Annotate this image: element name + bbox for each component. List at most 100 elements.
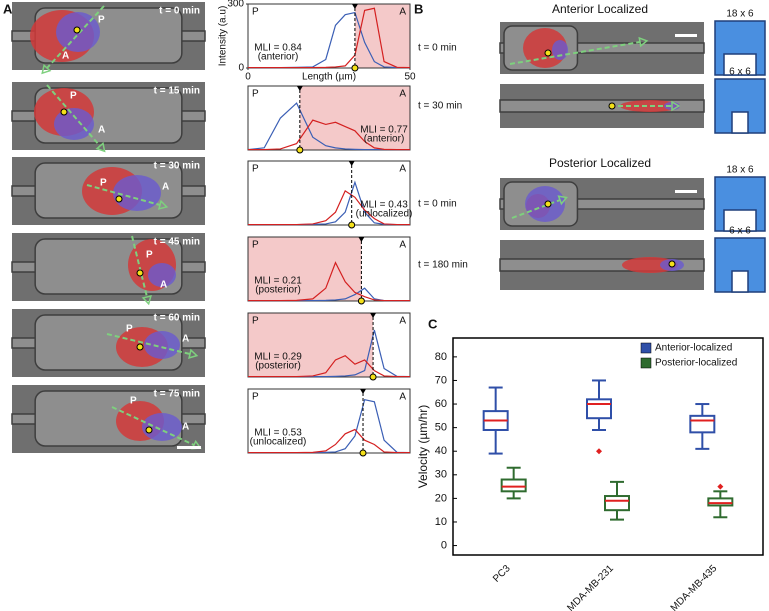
constriction-gap <box>731 270 749 293</box>
axis-line <box>131 235 148 298</box>
anterior-label: A <box>399 164 406 175</box>
y-tick-label: 20 <box>435 492 447 504</box>
anterior-label: A <box>62 51 69 62</box>
icon-label: 6 x 6 <box>729 226 751 237</box>
time-label: t = 0 min <box>159 6 200 17</box>
time-label: t = 30 min <box>418 101 462 112</box>
y-tick-label: 50 <box>435 422 447 434</box>
posterior-shade <box>248 313 374 377</box>
divider-top <box>370 313 377 318</box>
intensity-trace <box>248 354 410 378</box>
y-axis-label: Intensity (a.u) <box>218 6 229 67</box>
cell-blue <box>113 175 161 211</box>
x-tick-label: 0 <box>245 72 251 83</box>
scale-bar <box>675 190 697 193</box>
direction-arrow <box>557 195 568 206</box>
divider-top <box>358 237 365 242</box>
posterior-label: P <box>126 324 133 335</box>
divider-dot <box>348 221 356 229</box>
time-label: t = 75 min <box>154 389 200 400</box>
posterior-label: P <box>252 164 259 175</box>
centroid <box>136 269 144 277</box>
anterior-label: A <box>160 280 167 291</box>
centroid <box>544 49 552 57</box>
anterior-label: A <box>399 7 406 18</box>
direction-arrow <box>141 295 152 306</box>
divider-dot <box>357 297 365 305</box>
constriction-gap <box>731 111 749 134</box>
mli-class: (unlocalized) <box>356 209 413 220</box>
cell-blue <box>148 263 176 287</box>
cell-blue <box>54 108 94 140</box>
posterior-label: P <box>146 250 153 261</box>
box <box>707 497 734 507</box>
x-tick-label: MDA-MB-435 <box>669 563 720 611</box>
posterior-label: P <box>252 7 259 18</box>
plot-frame <box>247 85 411 151</box>
posterior-label: P <box>130 396 137 407</box>
centroid <box>668 260 676 268</box>
x-tick-label: MDA-MB-231 <box>565 563 616 611</box>
legend-swatch <box>640 357 652 369</box>
x-tick-label: PC3 <box>491 563 513 585</box>
scale-bar <box>675 34 697 37</box>
plot-frame <box>247 3 411 69</box>
centroid <box>73 26 81 34</box>
time-label: t = 0 min <box>418 43 457 54</box>
divider-top <box>360 389 367 394</box>
centroid <box>60 108 68 116</box>
mli-label: MLI = 0.43 <box>360 200 408 211</box>
time-label: t = 0 min <box>418 199 457 210</box>
intensity-trace <box>248 428 410 454</box>
intensity-trace <box>248 7 411 69</box>
divider-top <box>296 86 303 91</box>
intensity-trace <box>248 119 410 151</box>
constriction-gap <box>723 209 757 232</box>
posterior-label: P <box>70 91 77 102</box>
y-tick-label: 40 <box>435 445 447 457</box>
anterior-label: A <box>399 316 406 327</box>
axis-line <box>86 184 161 206</box>
intensity-trace <box>248 261 410 302</box>
mli-class: (anterior) <box>364 134 405 145</box>
axis-line <box>46 5 105 69</box>
direction-arrow <box>188 348 199 359</box>
icon-label: 6 x 6 <box>729 67 751 78</box>
panel-label: A <box>3 1 13 16</box>
anterior-shade <box>299 86 410 150</box>
box <box>586 398 612 420</box>
divider-top <box>351 4 358 9</box>
panel-label: B <box>414 1 423 16</box>
posterior-label: P <box>252 392 259 403</box>
outlier <box>717 483 724 490</box>
y-axis-label: Velocity (µm/hr) <box>416 405 430 489</box>
anterior-label: A <box>399 89 406 100</box>
time-label: t = 60 min <box>154 313 200 324</box>
posterior-shade <box>248 237 362 301</box>
cell-blue <box>144 331 180 359</box>
icon-label: 18 x 6 <box>726 165 754 176</box>
anterior-label: A <box>162 182 169 193</box>
y-tick-label: 0 <box>441 539 447 551</box>
divider-dot <box>296 146 304 154</box>
posterior-label: P <box>98 15 105 26</box>
divider-dot <box>351 64 359 72</box>
plot-frame <box>247 388 411 454</box>
channel <box>499 198 705 210</box>
mli-label: MLI = 0.77 <box>360 125 408 136</box>
plot-frame <box>247 160 411 226</box>
plot-frame <box>452 337 764 556</box>
direction-arrow <box>95 141 106 153</box>
mli-label: MLI = 0.21 <box>254 276 302 287</box>
anterior-label: A <box>182 334 189 345</box>
axis-line <box>106 333 191 355</box>
divider-dot <box>359 449 367 457</box>
anterior-label: A <box>182 422 189 433</box>
direction-arrow <box>41 63 52 75</box>
direction-arrow <box>671 100 681 112</box>
y-tick-label: 60 <box>435 398 447 410</box>
posterior-label: P <box>100 178 107 189</box>
channel <box>499 42 705 54</box>
y-tick-label: 0 <box>238 63 244 74</box>
